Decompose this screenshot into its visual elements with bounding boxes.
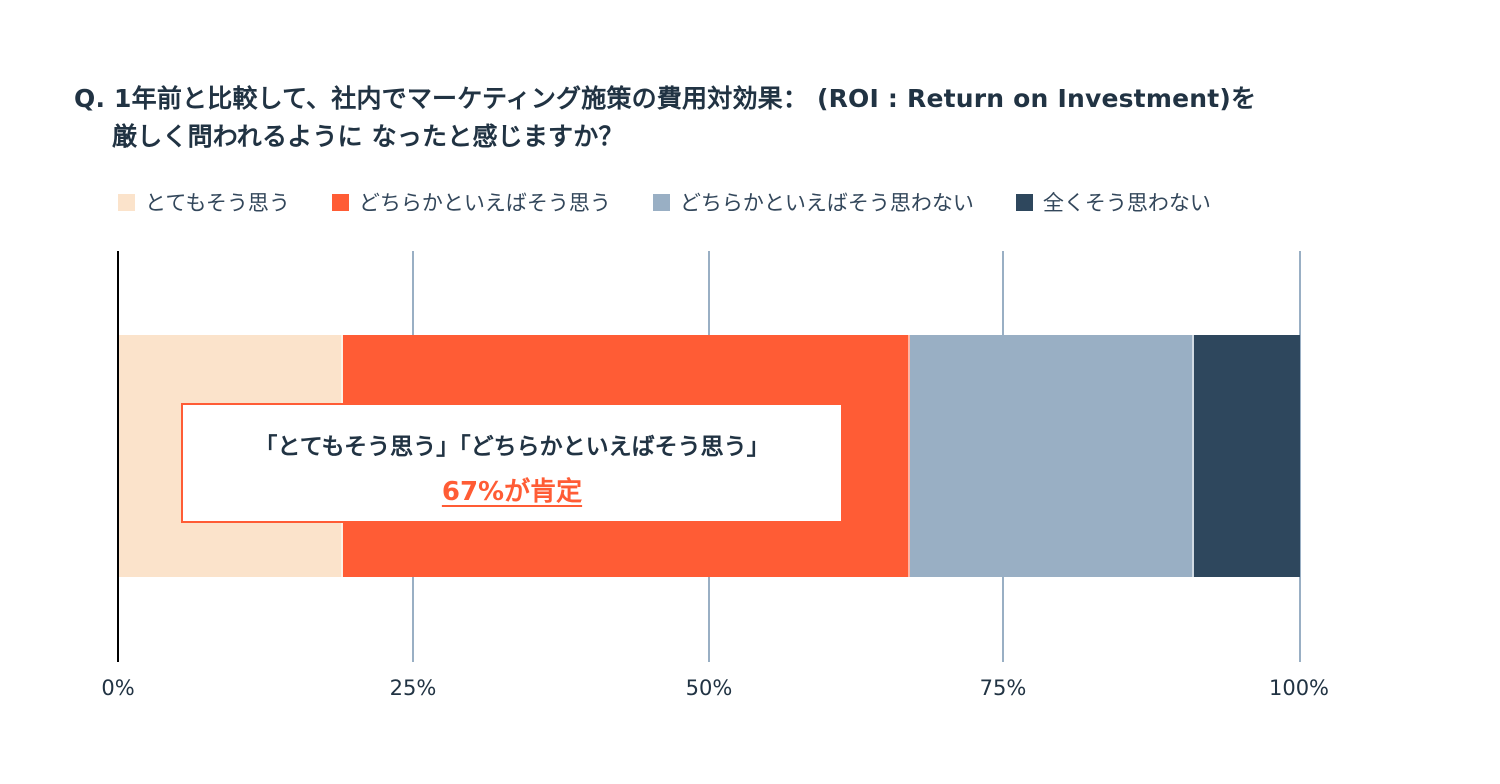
y-axis-line: [117, 251, 119, 662]
chart-legend: とてもそう思う どちらかといえばそう思う どちらかといえばそう思わない 全くそう…: [118, 187, 1253, 217]
legend-label: 全くそう思わない: [1042, 191, 1211, 215]
legend-label: どちらかといえばそう思う: [358, 191, 611, 215]
gridline-100: [1299, 251, 1301, 662]
x-tick-25: 25%: [389, 676, 437, 700]
legend-item-somewhat-disagree: どちらかといえばそう思わない: [652, 187, 974, 217]
legend-swatch: [331, 193, 349, 211]
legend-swatch: [652, 193, 670, 211]
callout-highlight: 67%が肯定: [441, 477, 583, 507]
legend-label: とてもそう思う: [145, 191, 290, 215]
bar-segment: [909, 335, 1194, 577]
chart-title-line2: 厳しく問われるように なったと感じますか？: [112, 122, 624, 151]
legend-swatch: [1015, 193, 1033, 211]
chart-title-line1: Q. 1年前と比較して、社内でマーケティング施策の費用対効果： (ROI : R…: [74, 84, 1257, 113]
x-tick-50: 50%: [685, 676, 733, 700]
legend-item-strongly-disagree: 全くそう思わない: [1015, 187, 1211, 217]
legend-label: どちらかといえばそう思わない: [679, 191, 974, 215]
x-tick-75: 75%: [979, 676, 1027, 700]
chart-title: Q. 1年前と比較して、社内でマーケティング施策の費用対効果： (ROI : R…: [74, 80, 1454, 156]
legend-item-strongly-agree: とてもそう思う: [118, 187, 290, 217]
x-tick-0: 0%: [101, 676, 135, 700]
annotation-callout: 「とてもそう思う」「どちらかといえばそう思う」 67%が肯定: [181, 403, 843, 523]
x-tick-100: 100%: [1268, 676, 1330, 700]
legend-swatch: [118, 193, 135, 211]
bar-segment: [1193, 335, 1300, 577]
legend-item-somewhat-agree: どちらかといえばそう思う: [331, 187, 611, 217]
callout-text: 「とてもそう思う」「どちらかといえばそう思う」: [254, 434, 770, 460]
